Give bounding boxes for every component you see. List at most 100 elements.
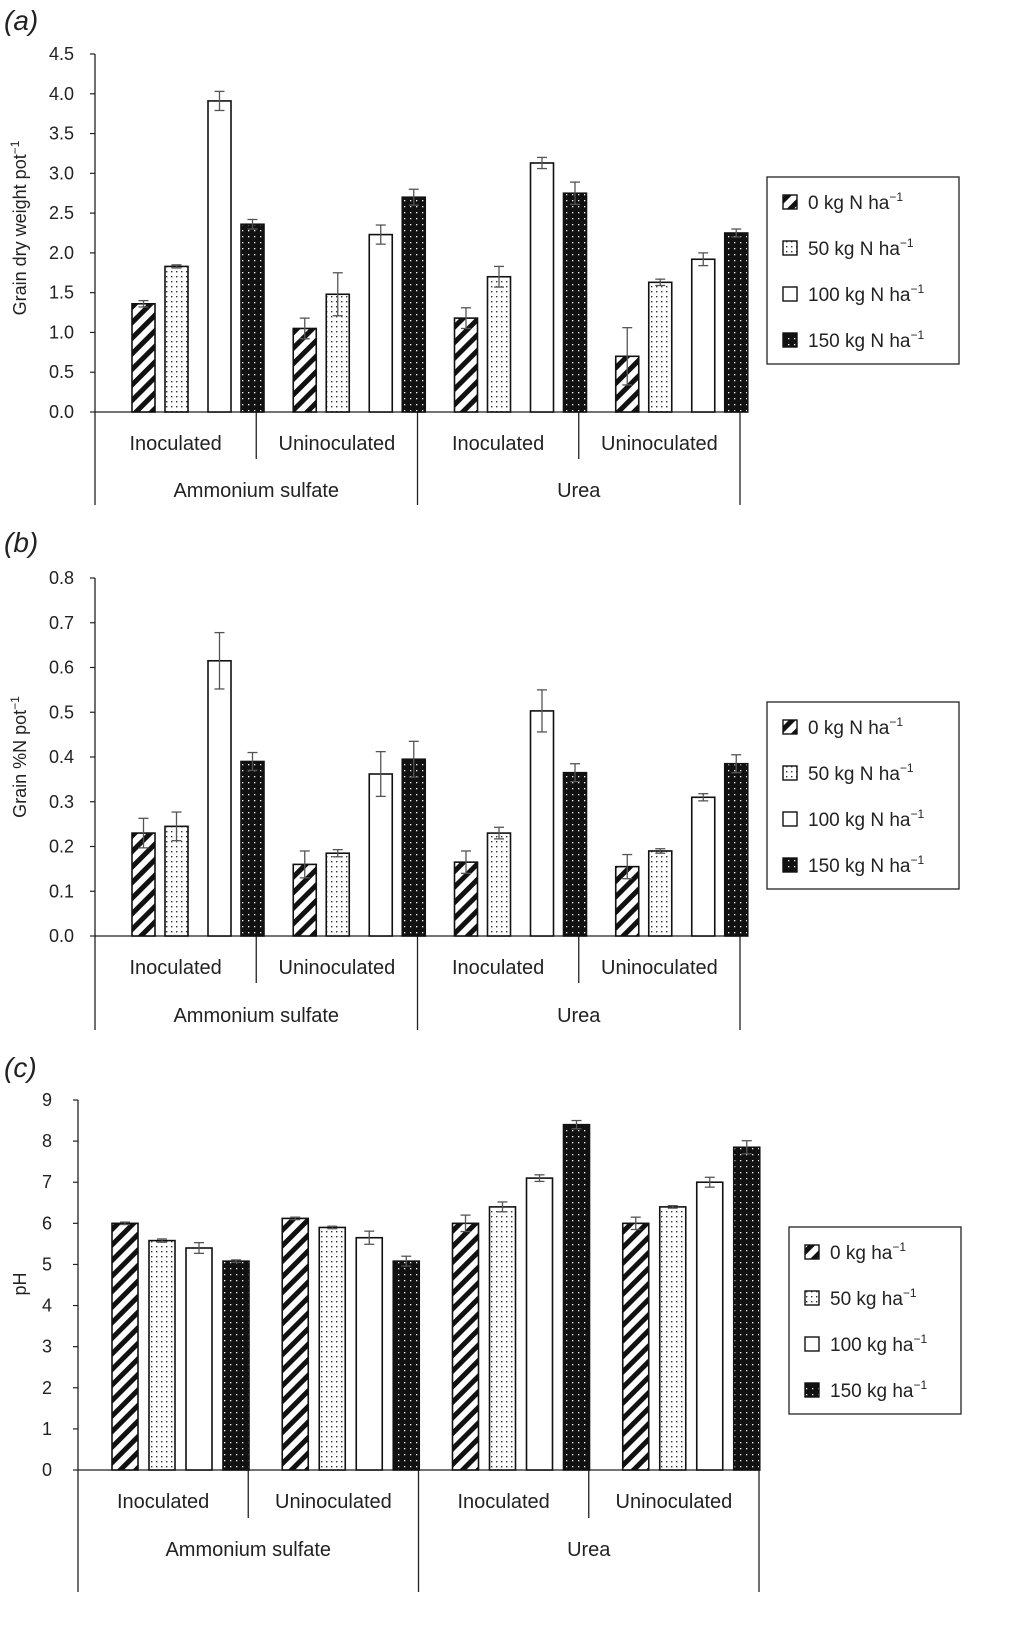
legend-label: 100 kg N ha−1 — [808, 807, 924, 831]
x-sub-label: Uninoculated — [616, 1491, 733, 1513]
x-sub-label: Inoculated — [457, 1491, 549, 1513]
y-tick-label: 0.6 — [49, 658, 74, 678]
bar — [488, 1206, 517, 1471]
y-axis-label: pH — [10, 1272, 30, 1295]
y-tick-label: 0.1 — [49, 881, 74, 901]
x-sub-label: Uninoculated — [275, 1491, 392, 1513]
x-group-label: Ammonium sulfate — [173, 1005, 339, 1027]
bar — [647, 281, 673, 413]
y-tick-label: 1.0 — [49, 322, 74, 342]
legend-label-sup: −1 — [900, 761, 914, 775]
legend-label-sup: −1 — [900, 236, 914, 250]
bar — [207, 659, 232, 937]
bar — [562, 1123, 591, 1471]
y-tick-label: 0.5 — [49, 702, 74, 722]
legend-label-text: 0 kg N ha — [808, 718, 890, 739]
legend-box — [766, 701, 960, 890]
bar — [723, 762, 749, 937]
x-sub-label: Inoculated — [117, 1491, 209, 1513]
y-axis-label: Grain %N pot−1 — [8, 696, 30, 818]
bar — [451, 1222, 480, 1471]
bar — [690, 796, 716, 937]
bar — [647, 850, 673, 937]
y-tick-label: 0.0 — [49, 926, 74, 946]
y-tick-label: 2.0 — [49, 243, 74, 263]
legend-swatch — [782, 286, 798, 302]
legend-swatch — [804, 1336, 820, 1352]
y-tick-label: 4 — [42, 1296, 52, 1316]
legend-label-text: 150 kg ha — [830, 1381, 914, 1402]
y-axis-label-text: Grain %N pot — [10, 710, 30, 818]
y-tick-label: 3.0 — [49, 163, 74, 183]
bar — [222, 1260, 250, 1471]
x-group-label: Urea — [557, 1005, 601, 1027]
legend-label-text: 50 kg N ha — [808, 239, 900, 260]
legend-swatch — [782, 811, 798, 827]
bar — [723, 232, 749, 413]
legend-label: 50 kg N ha−1 — [808, 761, 914, 785]
legend-label-sup: −1 — [913, 1378, 927, 1392]
legend-label-sup: −1 — [903, 1286, 917, 1300]
legend-swatch — [782, 240, 798, 256]
legend-label: 0 kg N ha−1 — [808, 190, 903, 214]
legend-label-sup: −1 — [889, 715, 903, 729]
legend-label: 0 kg ha−1 — [830, 1240, 906, 1264]
chart-panel-1: (b) 0.0 0.1 0.2 0.3 0.4 0.5 0.6 0.7 0.8 Grain %N p… — [4, 527, 960, 1030]
bar — [529, 162, 555, 413]
legend-label-text: 150 kg N ha — [808, 856, 911, 877]
legend-label-text: 0 kg ha — [830, 1243, 893, 1264]
panel-label: (c) — [4, 1052, 37, 1083]
bar — [562, 771, 588, 937]
bar — [486, 832, 512, 937]
x-sub-label: Inoculated — [452, 433, 544, 455]
bar — [131, 303, 156, 413]
legend-label: 150 kg N ha−1 — [808, 328, 924, 352]
x-sub-label: Inoculated — [129, 957, 221, 979]
x-group-label: Ammonium sulfate — [165, 1539, 331, 1561]
bar — [690, 258, 716, 413]
y-tick-label: 2 — [42, 1378, 52, 1398]
bar — [281, 1217, 310, 1471]
legend-label-text: 50 kg N ha — [808, 764, 900, 785]
y-tick-label: 5 — [42, 1254, 52, 1274]
legend-label-sup: −1 — [892, 1240, 906, 1254]
y-tick-label: 0.4 — [49, 747, 74, 767]
bar — [453, 317, 479, 413]
legend-label-sup: −1 — [889, 190, 903, 204]
legend-label-text: 100 kg ha — [830, 1335, 914, 1356]
y-axis-label-sup: −1 — [8, 140, 22, 154]
x-sub-label: Uninoculated — [279, 957, 396, 979]
y-tick-label: 3 — [42, 1337, 52, 1357]
y-tick-label: 4.5 — [49, 44, 74, 64]
x-group-label: Urea — [567, 1539, 611, 1561]
y-tick-label: 8 — [42, 1131, 52, 1151]
bar — [240, 760, 265, 937]
legend-label-text: 0 kg N ha — [808, 193, 890, 214]
bar — [392, 1260, 421, 1471]
panel-label: (b) — [4, 527, 38, 558]
bar — [525, 1177, 554, 1471]
x-group-label: Urea — [557, 480, 601, 502]
y-axis-label-sup: −1 — [8, 696, 22, 710]
bar — [318, 1226, 347, 1471]
x-group-label: Ammonium sulfate — [173, 480, 339, 502]
bar — [131, 832, 156, 937]
legend-label-text: 100 kg N ha — [808, 285, 911, 306]
bar — [111, 1222, 139, 1471]
x-sub-label: Inoculated — [129, 433, 221, 455]
legend-label: 100 kg ha−1 — [830, 1332, 927, 1356]
bar — [562, 192, 588, 413]
y-tick-label: 4.0 — [49, 84, 74, 104]
legend-label-sup: −1 — [910, 807, 924, 821]
bar — [325, 852, 351, 937]
legend-label: 150 kg N ha−1 — [808, 853, 924, 877]
legend-label-text: 150 kg N ha — [808, 331, 911, 352]
legend-swatch — [804, 1290, 820, 1306]
x-sub-label: Uninoculated — [279, 433, 396, 455]
y-tick-label: 2.5 — [49, 203, 74, 223]
legend-swatch — [782, 765, 798, 781]
bar — [207, 100, 232, 413]
legend-label: 50 kg N ha−1 — [808, 236, 914, 260]
chart-panel-0: (a) 0.0 0.5 1.0 1.5 2.0 2.5 3.0 3.5 4.0 4.5 Grain d… — [4, 5, 960, 505]
